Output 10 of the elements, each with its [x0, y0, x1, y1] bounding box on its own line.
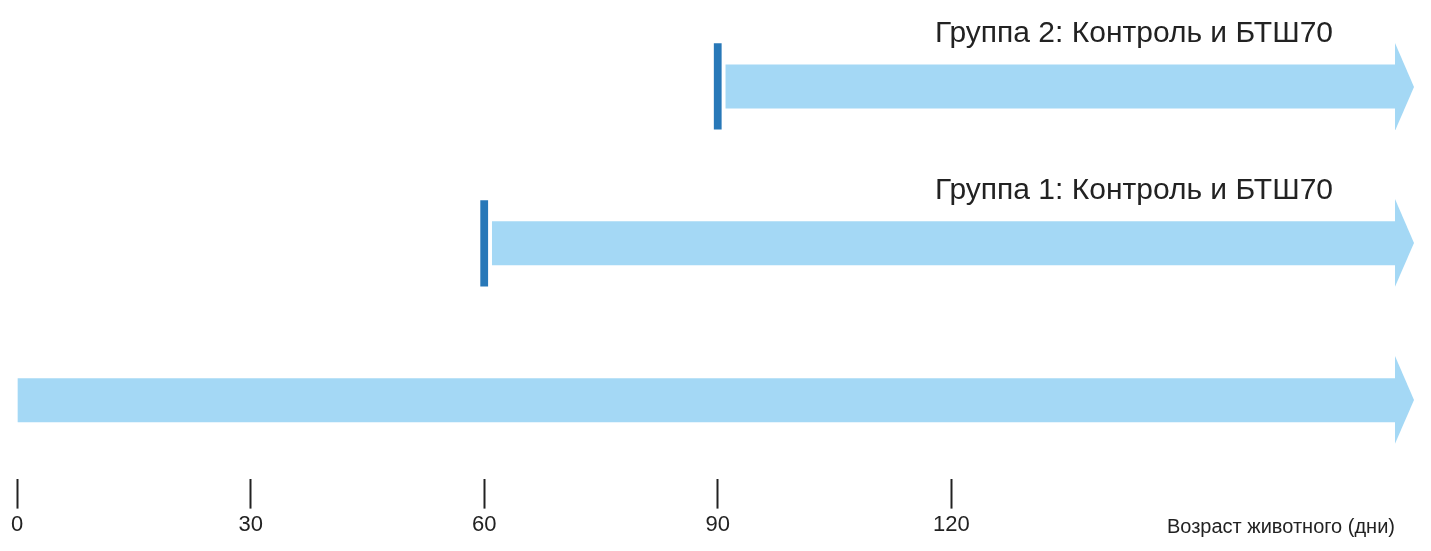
x-axis-title: Возраст животного (дни) [1166, 514, 1395, 537]
x-tick-label: 90 [705, 510, 730, 536]
x-tick-label: 30 [238, 510, 263, 536]
bar [480, 200, 489, 287]
x-tick-label: 120 [932, 510, 970, 536]
bar [713, 43, 722, 130]
x-tick-label: 60 [471, 510, 497, 536]
y-tick-label: Группа 1: Контроль и БТШ70 [934, 171, 1333, 205]
y-tick-label: Группа 2: Контроль и БТШ70 [934, 14, 1333, 48]
x-tick-label: 0 [10, 510, 24, 536]
